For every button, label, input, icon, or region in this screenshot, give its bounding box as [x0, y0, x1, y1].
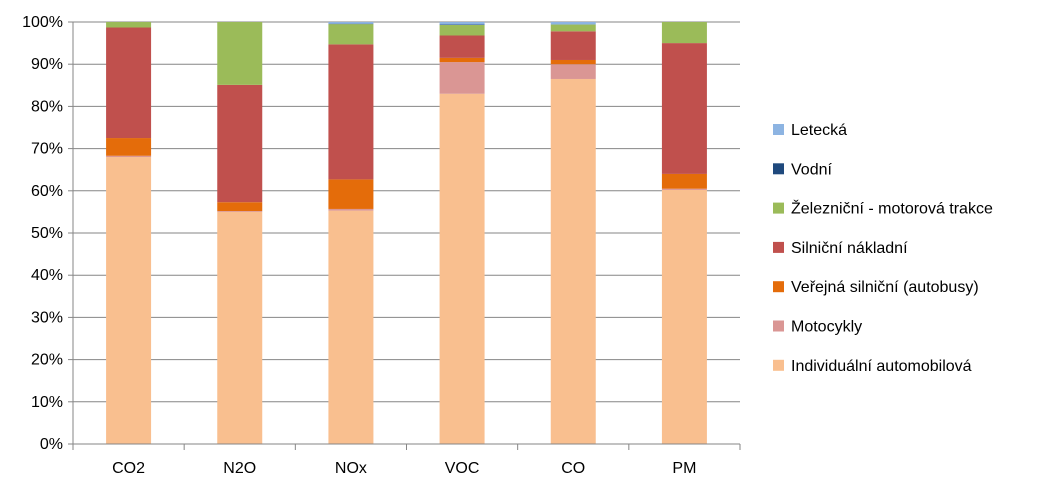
bar-segment-co2-4 [106, 22, 152, 28]
legend-swatch-2 [773, 281, 784, 293]
y-tick-label: 0% [40, 436, 63, 453]
legend-label: Motocykly [791, 319, 862, 336]
x-tick-labels: CO2 N2O NOx VOC CO PM [112, 460, 696, 477]
bars [106, 22, 707, 445]
legend-swatch-0 [773, 359, 784, 371]
bar-segment-pm-1 [661, 188, 707, 190]
x-tick-label: CO [561, 460, 585, 477]
bar-segment-co2-2 [106, 138, 152, 156]
bar-segment-co-6 [550, 22, 596, 25]
bar-segment-voc-6 [439, 22, 485, 25]
x-tick-label: VOC [445, 460, 480, 477]
legend-swatch-1 [773, 320, 784, 332]
x-tick-label: N2O [223, 460, 256, 477]
x-tick-label: NOx [335, 460, 367, 477]
axes [72, 22, 741, 450]
bar-segment-co-1 [550, 64, 596, 79]
bar-segment-nox-6 [328, 22, 374, 24]
legend-label: Železniční - motorová trakce [791, 199, 993, 218]
y-tick-label: 10% [31, 394, 63, 411]
bar-segment-nox-3 [328, 44, 374, 180]
x-tick-label: PM [672, 460, 696, 477]
legend-swatch-4 [773, 202, 784, 214]
bar-segment-co2-1 [106, 155, 152, 158]
bar-segment-nox-0 [328, 210, 374, 444]
bar-segment-pm-2 [661, 173, 707, 189]
bar-segment-n2o-3 [217, 84, 263, 203]
bar-segment-n2o-0 [217, 211, 263, 444]
y-tick-label: 20% [31, 352, 63, 369]
bar-segment-co2-3 [106, 27, 152, 139]
legend-label: Vodní [791, 161, 832, 178]
bar-segment-co-2 [550, 59, 596, 65]
legend: Letecká Vodní Železniční - motorová trakce… [773, 122, 993, 375]
bar-segment-pm-3 [661, 43, 707, 174]
y-tick-label: 80% [31, 98, 63, 115]
y-tick-label: 40% [31, 267, 63, 284]
x-tick-label: CO2 [112, 460, 145, 477]
y-tick-label: 90% [31, 56, 63, 73]
bar-segment-nox-1 [328, 208, 374, 211]
bar-segment-pm-0 [661, 189, 707, 444]
legend-swatch-3 [773, 241, 784, 253]
bar-segment-voc-3 [439, 35, 485, 58]
bar-segment-voc-1 [439, 62, 485, 94]
bar-segment-voc-2 [439, 57, 485, 63]
y-tick-label: 100% [22, 14, 63, 31]
bar-segment-n2o-2 [217, 202, 263, 212]
bar-segment-voc-4 [439, 24, 485, 36]
bar-segment-nox-4 [328, 24, 374, 45]
bar-segment-co-0 [550, 78, 596, 444]
y-tick-label: 70% [31, 141, 63, 158]
legend-label: Silniční nákladní [791, 240, 908, 257]
gridlines [68, 21, 740, 445]
bar-segment-co-3 [550, 31, 596, 60]
legend-label: Letecká [791, 122, 847, 139]
legend-label: Individuální automobilová [791, 358, 972, 375]
bar-segment-n2o-1 [217, 211, 263, 212]
y-tick-label: 60% [31, 183, 63, 200]
y-tick-labels: 0% 10% 20% 30% 40% 50% 60% 70% 80% 90% 100% [22, 14, 63, 453]
legend-swatch-5 [773, 163, 784, 175]
bar-segment-pm-4 [661, 22, 707, 44]
bar-segment-n2o-4 [217, 22, 263, 85]
y-tick-label: 50% [31, 225, 63, 242]
bar-segment-co-4 [550, 24, 596, 32]
bar-segment-voc-0 [439, 93, 485, 445]
bar-segment-co2-0 [106, 157, 152, 445]
bar-segment-nox-2 [328, 179, 374, 209]
y-tick-label: 30% [31, 309, 63, 326]
legend-label: Veřejná silniční (autobusy) [791, 279, 979, 296]
legend-swatch-6 [773, 124, 784, 135]
